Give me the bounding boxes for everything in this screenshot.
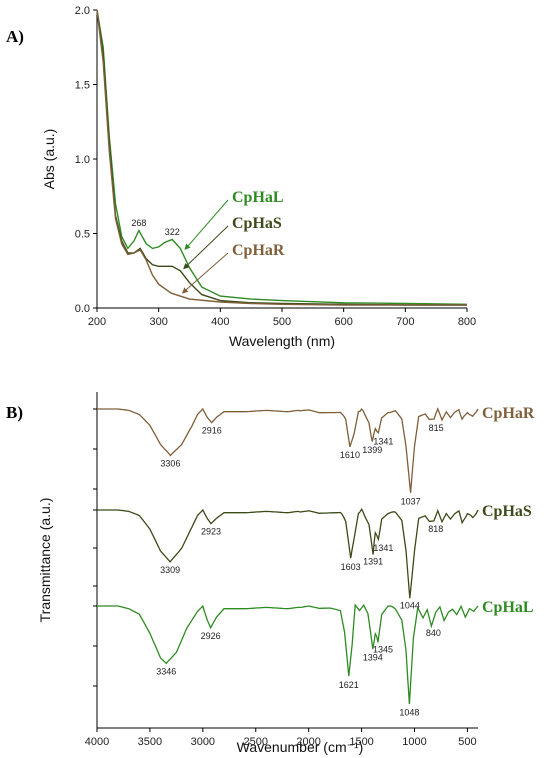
ftir-legend-cphas: CpHaS — [482, 503, 532, 520]
uv-y-tick-label: 0.0 — [75, 303, 90, 315]
uv-x-tick-label: 600 — [334, 316, 352, 328]
uv-legend-arrow — [181, 252, 229, 294]
uv-series-lines — [96, 9, 468, 306]
ftir-x-ticks: 4000 3500 3000 2500 2000 1500 1000 500 — [85, 728, 477, 748]
ftir-peak-label: 1341 — [373, 437, 393, 447]
uv-vis-chart: A) 200 300 400 500 600 700 800 0.0 0.5 1.0 1.5 2.0… — [6, 5, 476, 349]
ftir-peak-label: 2916 — [202, 426, 222, 436]
ftir-x-tick-label: 4000 — [85, 736, 109, 748]
ftir-peak-label: 3309 — [160, 565, 180, 575]
uv-legend-arrow — [184, 199, 229, 251]
ftir-x-tick-label: 2000 — [296, 736, 320, 748]
ftir-peak-label: 1341 — [373, 543, 393, 553]
ftir-x-tick-label: 2500 — [244, 736, 268, 748]
ftir-series-line-cphas — [97, 507, 479, 599]
uv-x-tick-label: 400 — [211, 316, 229, 328]
uv-y-tick-label: 2.0 — [75, 5, 90, 17]
uv-y-tick-label: 1.0 — [75, 154, 90, 166]
uv-series-line-cphal — [96, 9, 468, 305]
ftir-chart: B) 4000 3500 3000 2500 2000 1500 1000 500 3306 2… — [6, 392, 535, 755]
ftir-series-line-cphar — [97, 407, 479, 493]
ftir-x-tick-label: 1000 — [402, 736, 426, 748]
ftir-peak-label: 818 — [428, 524, 443, 534]
ftir-x-tick-label: 3500 — [138, 736, 162, 748]
ftir-series-lines — [97, 407, 479, 705]
ftir-y-axis-label: Transmittance (a.u.) — [37, 498, 53, 623]
uv-legend-cphal: CpHaL — [232, 189, 284, 206]
uv-legend-arrows — [181, 199, 229, 294]
ftir-x-tick-label: 3000 — [191, 736, 215, 748]
ftir-peak-label: 1394 — [363, 653, 383, 663]
uv-x-tick-label: 700 — [396, 316, 414, 328]
ftir-peak-label: 1037 — [401, 497, 421, 507]
uv-x-tick-label: 500 — [273, 316, 291, 328]
ftir-peak-label: 1044 — [400, 600, 420, 610]
ftir-peak-label: 815 — [429, 423, 444, 433]
uv-x-tick-label: 800 — [458, 316, 476, 328]
ftir-peak-annotations: 3306291616101399134110378153309292316031… — [156, 423, 443, 717]
ftir-peak-label: 1610 — [340, 450, 360, 460]
ftir-peak-label: 1621 — [339, 680, 359, 690]
ftir-peak-label: 3306 — [160, 458, 180, 468]
ftir-peak-label: 1399 — [362, 445, 382, 455]
ftir-x-tick-label: 1500 — [349, 736, 373, 748]
ftir-legend-cphar: CpHaR — [482, 405, 535, 422]
uv-peak-label: 268 — [131, 218, 146, 228]
uv-legend-arrow — [183, 225, 229, 270]
uv-legend-cphas: CpHaS — [232, 215, 282, 232]
ftir-peak-label: 3346 — [156, 666, 176, 676]
ftir-x-axis-label: Wavenumber (cm⁻¹) — [237, 739, 364, 755]
ftir-legend-cphal: CpHaL — [482, 599, 534, 616]
ftir-peak-label: 840 — [426, 628, 441, 638]
uv-peak-label: 322 — [165, 227, 180, 237]
panel-b-label: B) — [6, 403, 23, 422]
uv-y-tick-label: 1.5 — [75, 80, 90, 92]
uv-x-tick-label: 300 — [149, 316, 167, 328]
uv-x-ticks: 200 300 400 500 600 700 800 — [88, 308, 476, 328]
ftir-peak-label: 2926 — [201, 631, 221, 641]
uv-y-tick-label: 0.5 — [75, 229, 90, 241]
ftir-y-minor-ticks — [93, 408, 97, 687]
uv-legend-cphar: CpHaR — [232, 242, 285, 259]
uv-y-ticks: 0.0 0.5 1.0 1.5 2.0 — [75, 5, 97, 315]
ftir-peak-label: 1048 — [399, 707, 419, 717]
ftir-peak-label: 1345 — [373, 644, 393, 654]
ftir-x-tick-label: 500 — [458, 736, 476, 748]
ftir-series-line-cphal — [97, 603, 479, 705]
ftir-peak-label: 1391 — [363, 557, 383, 567]
uv-y-axis-label: Abs (a.u.) — [41, 129, 57, 190]
uv-peak-annotations: 268 322 — [131, 218, 179, 237]
uv-series-line-cphas — [96, 9, 467, 306]
ftir-peak-label: 1603 — [341, 562, 361, 572]
uv-x-tick-label: 200 — [88, 316, 106, 328]
uv-series-line-cphar — [96, 9, 467, 306]
uv-x-axis-label: Wavelength (nm) — [229, 333, 335, 349]
panel-a-label: A) — [6, 27, 24, 46]
ftir-peak-label: 2923 — [201, 527, 221, 537]
